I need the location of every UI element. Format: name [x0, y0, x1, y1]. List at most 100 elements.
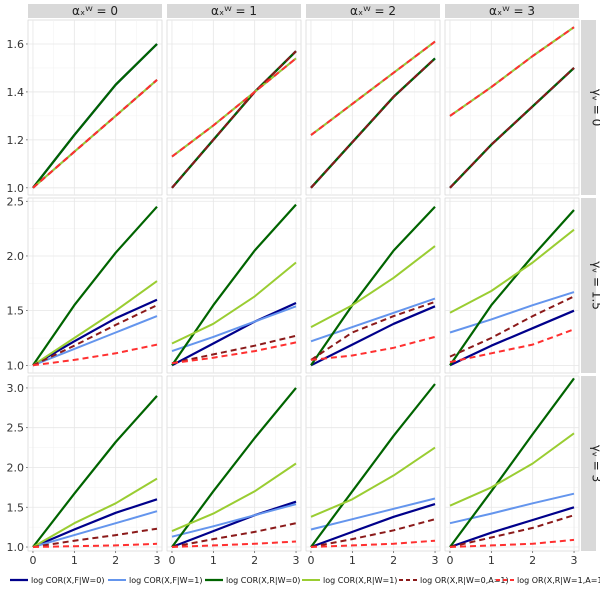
series-line [310, 383, 436, 548]
series-line [449, 67, 575, 189]
series-line [449, 328, 575, 364]
series-line [449, 432, 575, 507]
series-line [32, 43, 158, 189]
x-tick-label: 2 [251, 554, 258, 567]
series-line [32, 280, 158, 367]
legend-label: log COR(X,F|W=1) [129, 576, 202, 585]
series-line [32, 498, 158, 549]
row-strip [581, 20, 596, 195]
x-tick-label: 1 [488, 554, 495, 567]
series-line [310, 245, 436, 328]
column-strip-label: αₓᵂ = 3 [489, 4, 535, 18]
series-line [171, 462, 297, 533]
series-line [310, 518, 436, 548]
series-line [171, 341, 297, 365]
y-tick-label: 1.4 [7, 86, 25, 99]
x-tick-label: 2 [112, 554, 119, 567]
x-tick-label: 0 [446, 554, 453, 567]
series-line [310, 40, 436, 136]
column-strip [445, 4, 579, 18]
series-line [32, 395, 158, 548]
series-line [310, 300, 436, 361]
series-line [32, 477, 158, 548]
legend-label: log COR(X,R|W=0) [226, 576, 300, 585]
series-line [310, 446, 436, 518]
series-line [32, 298, 158, 367]
series-line [32, 343, 158, 367]
column-strip [167, 4, 301, 18]
row-strip-label: γᵥ = 0 [590, 89, 600, 126]
column-strip-label: αₓᵂ = 2 [350, 4, 396, 18]
series-line [449, 228, 575, 314]
series-line [171, 500, 297, 549]
column-strip-label: αₓᵂ = 0 [72, 4, 118, 18]
x-tick-label: 0 [168, 554, 175, 567]
y-tick-label: 2.5 [7, 195, 25, 208]
y-tick-label: 1.5 [7, 501, 25, 514]
legend-label: log COR(X,F|W=0) [31, 576, 104, 585]
series-line [310, 205, 436, 366]
row-strip [581, 198, 596, 373]
column-strip [306, 4, 440, 18]
series-line [449, 291, 575, 334]
x-tick-label: 0 [29, 554, 36, 567]
legend-label: log OR(X,R|W=1,A=1) [517, 576, 600, 585]
series-line [171, 261, 297, 345]
series-line [310, 497, 436, 531]
series-line [310, 335, 436, 361]
series-line [171, 57, 297, 158]
row-strip-label: γᵥ = 1.5 [590, 261, 600, 310]
series-line [171, 522, 297, 548]
y-tick-label: 1.5 [7, 305, 25, 318]
x-tick-label: 3 [293, 554, 300, 567]
y-tick-label: 1.6 [7, 38, 25, 51]
column-strip [28, 4, 162, 18]
y-tick-label: 1.2 [7, 134, 25, 147]
series-line [171, 305, 297, 353]
series-line [449, 377, 575, 548]
x-tick-label: 1 [71, 554, 78, 567]
series-line [310, 539, 436, 548]
y-tick-label: 2.0 [7, 250, 25, 263]
legend-label: log OR(X,R|W=0,A=1) [420, 576, 509, 585]
series-line [32, 304, 158, 367]
y-tick-label: 1.0 [7, 541, 25, 554]
y-tick-label: 1.0 [7, 359, 25, 372]
column-strip-label: αₓᵂ = 1 [211, 4, 257, 18]
y-tick-label: 2.5 [7, 422, 25, 435]
series-line [171, 203, 297, 366]
x-tick-label: 3 [432, 554, 439, 567]
row-strip-label: γᵥ = 3 [590, 445, 600, 482]
series-line [32, 205, 158, 366]
series-line [32, 510, 158, 548]
series-line [171, 334, 297, 365]
x-tick-label: 1 [210, 554, 217, 567]
y-tick-label: 1.0 [7, 182, 25, 195]
series-line [171, 387, 297, 548]
x-tick-label: 2 [390, 554, 397, 567]
legend-label: log COR(X,R|W=1) [323, 576, 397, 585]
series-line [449, 538, 575, 548]
series-line [449, 26, 575, 117]
series-line [32, 79, 158, 189]
series-line [449, 506, 575, 549]
series-line [171, 540, 297, 548]
row-strip [581, 376, 596, 551]
series-line [310, 503, 436, 549]
series-line [171, 301, 297, 367]
series-line [32, 315, 158, 367]
series-line [310, 57, 436, 189]
x-tick-label: 2 [529, 554, 536, 567]
x-tick-label: 3 [154, 554, 161, 567]
y-tick-label: 2.0 [7, 461, 25, 474]
series-line [449, 309, 575, 367]
y-tick-label: 3.0 [7, 382, 25, 395]
series-line [171, 50, 297, 189]
x-tick-label: 1 [349, 554, 356, 567]
series-line [32, 542, 158, 548]
series-line [449, 209, 575, 366]
series-line [171, 503, 297, 538]
x-tick-label: 3 [571, 554, 578, 567]
series-line [449, 295, 575, 358]
